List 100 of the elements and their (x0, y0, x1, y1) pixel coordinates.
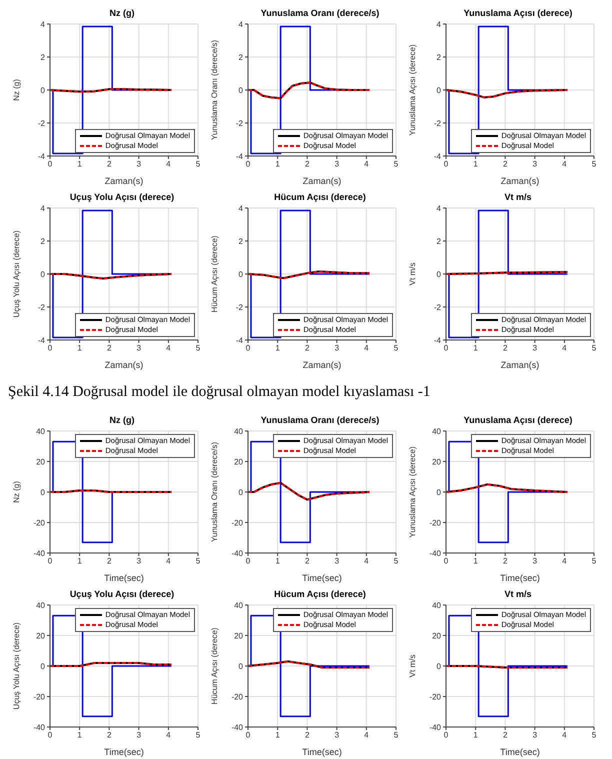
x-tick-label: 0 (246, 344, 251, 353)
x-tick-label: 2 (304, 160, 310, 169)
y-tick-label: 0 (436, 86, 442, 95)
x-tick-label: 5 (196, 730, 201, 740)
x-tick-label: 4 (562, 160, 568, 169)
x-axis-title: Time(sec) (302, 573, 342, 583)
y-tick-label: 0 (436, 662, 442, 671)
x-tick-label: 4 (166, 556, 172, 566)
y-tick-label: 0 (40, 662, 46, 671)
x-tick-label: 0 (444, 344, 449, 353)
x-tick-label: 0 (444, 556, 449, 566)
y-axis-title: Nz (g) (12, 78, 21, 101)
y-axis-title: Vt m/s (408, 654, 417, 678)
x-axis-title: Zaman(s) (500, 360, 540, 370)
x-tick-label: 3 (334, 344, 340, 353)
x-tick-label: 3 (136, 344, 142, 353)
line-series (446, 483, 568, 493)
x-tick-label: 0 (48, 730, 53, 740)
x-axis-title: Zaman(s) (500, 176, 540, 186)
x-tick-label: 1 (473, 344, 478, 353)
y-tick-label: 4 (238, 20, 244, 29)
x-tick-label: 5 (592, 160, 597, 169)
x-tick-label: 5 (592, 344, 597, 353)
y-tick-label: 2 (238, 52, 244, 62)
y-tick-label: -20 (231, 692, 244, 702)
x-tick-label: 4 (562, 556, 568, 566)
x-tick-label: 1 (473, 160, 478, 169)
x-tick-label: 0 (444, 730, 449, 740)
y-tick-label: -40 (33, 548, 46, 558)
y-tick-label: -4 (434, 336, 442, 345)
x-tick-label: 5 (592, 556, 597, 566)
x-axis-title: Time(sec) (104, 747, 144, 757)
y-tick-label: 0 (238, 270, 244, 279)
y-tick-label: 20 (234, 631, 244, 640)
x-tick-label: 5 (394, 344, 399, 353)
x-tick-label: 5 (394, 730, 399, 740)
y-tick-label: 0 (40, 488, 46, 497)
y-axis-title: Hücum Açısı (derece) (210, 627, 219, 704)
y-tick-label: 0 (238, 488, 244, 497)
y-tick-label: -2 (434, 302, 442, 312)
y-tick-label: -40 (231, 548, 244, 558)
chart-title: Vt m/s (503, 589, 532, 601)
chart-title: Vt m/s (503, 192, 532, 204)
y-tick-label: 4 (436, 20, 442, 29)
y-tick-label: -4 (236, 336, 244, 345)
chart-title: Nz (g) (108, 8, 136, 20)
chart-title: Hücum Açısı (derece) (273, 589, 367, 601)
y-tick-label: 40 (36, 426, 46, 436)
x-tick-label: 3 (532, 344, 538, 353)
x-tick-label: 4 (166, 730, 172, 740)
y-tick-label: 40 (234, 600, 244, 610)
y-tick-label: 40 (432, 426, 442, 436)
x-tick-label: 5 (394, 160, 399, 169)
y-tick-label: -20 (231, 518, 244, 528)
x-tick-label: 2 (502, 556, 508, 566)
y-tick-label: -4 (38, 336, 46, 345)
x-tick-label: 4 (562, 344, 568, 353)
y-tick-label: -2 (38, 118, 46, 128)
text: Şekil 4.14 Doğrusal model ile doğrusal olmayan model kıyaslaması -1 (8, 383, 432, 402)
chart-title: Hücum Açısı (derece) (273, 192, 367, 204)
y-tick-label: -2 (236, 118, 244, 128)
y-tick-label: -4 (434, 152, 442, 161)
x-axis-title: Zaman(s) (104, 360, 144, 370)
y-axis-title: Yunuslama Açısı (derece) (408, 44, 417, 136)
chart-title: Nz (g) (108, 415, 136, 427)
x-axis-title: Zaman(s) (302, 360, 342, 370)
y-axis-title: Hücum Açısı (derece) (210, 235, 219, 312)
x-tick-label: 3 (136, 730, 142, 740)
x-tick-label: 2 (502, 160, 508, 169)
x-tick-label: 1 (275, 556, 280, 566)
chart-title: Yunuslama Açısı (derece) (462, 415, 574, 427)
y-tick-label: 20 (36, 457, 46, 466)
y-tick-label: 2 (40, 236, 46, 246)
x-tick-label: 1 (275, 344, 280, 353)
y-tick-label: 4 (238, 204, 244, 213)
line-series (248, 482, 370, 501)
y-tick-label: 20 (432, 457, 442, 466)
x-axis-title: Time(sec) (104, 573, 144, 583)
y-tick-label: 40 (234, 426, 244, 436)
y-tick-label: 0 (436, 488, 442, 497)
y-tick-label: 0 (40, 86, 46, 95)
x-tick-label: 5 (196, 556, 201, 566)
x-axis-title: Time(sec) (500, 573, 540, 583)
y-tick-label: 2 (436, 52, 442, 62)
line-series (248, 82, 370, 100)
x-tick-label: 0 (246, 160, 251, 169)
y-tick-label: 0 (436, 270, 442, 279)
x-tick-label: 4 (166, 160, 172, 169)
x-tick-label: 0 (48, 344, 53, 353)
y-tick-label: -40 (429, 722, 442, 732)
y-tick-label: -20 (429, 692, 442, 702)
y-tick-label: 20 (36, 631, 46, 640)
y-tick-label: -40 (429, 548, 442, 558)
y-tick-label: 20 (432, 631, 442, 640)
x-tick-label: 1 (77, 556, 82, 566)
x-tick-label: 1 (77, 730, 82, 740)
y-tick-label: 20 (234, 457, 244, 466)
x-tick-label: 0 (246, 730, 251, 740)
y-tick-label: -40 (33, 722, 46, 732)
y-axis-title: Nz (g) (12, 480, 21, 503)
